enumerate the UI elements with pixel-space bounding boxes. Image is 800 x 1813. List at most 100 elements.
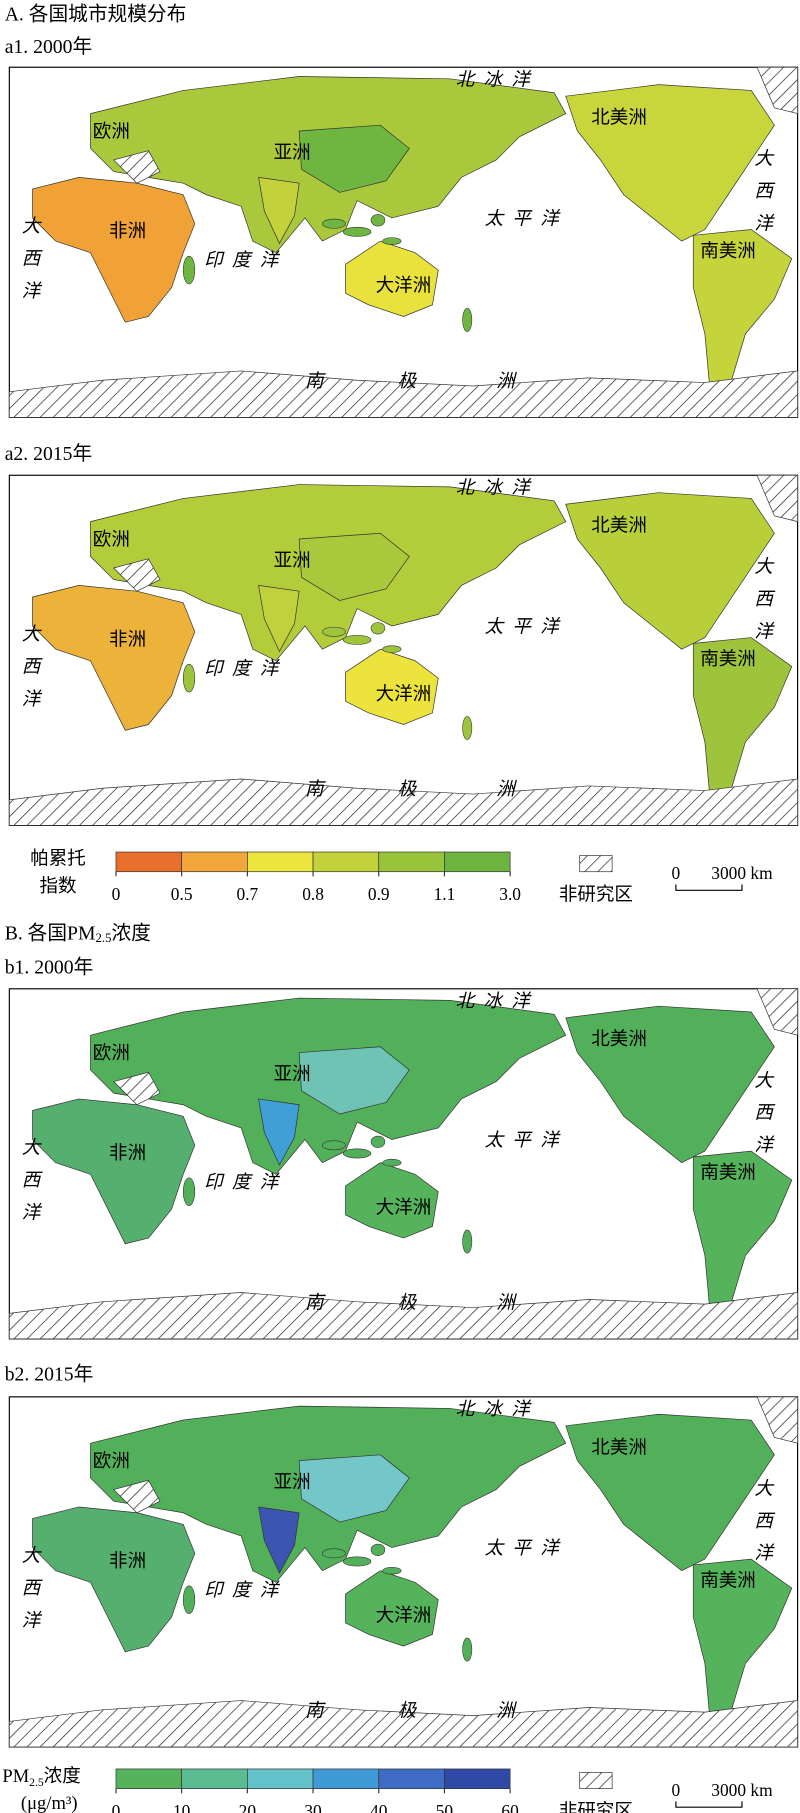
ocean-label: 印度洋 (204, 250, 287, 271)
ocean-label: 极 (398, 1700, 426, 1721)
country-region (692, 1150, 793, 1320)
non-study-area (113, 1071, 161, 1106)
ocean-label: 南 (305, 1700, 333, 1721)
country-region (692, 229, 793, 399)
continent-label: 非洲 (109, 1551, 146, 1572)
legend-swatch (312, 1768, 380, 1790)
continent-label: 北美洲 (591, 1029, 647, 1050)
continent-label: 亚洲 (274, 1472, 311, 1493)
country-region (258, 1506, 300, 1574)
antarctica (8, 778, 798, 826)
continent-label: 亚洲 (274, 142, 311, 163)
island (382, 1158, 402, 1167)
ocean-label: 北冰洋 (456, 477, 539, 498)
legend-unit: (μg/m³) (21, 1793, 78, 1813)
continent-label: 欧洲 (93, 1043, 130, 1064)
continent-label: 大洋洲 (376, 684, 432, 705)
ocean-label: 印度洋 (204, 658, 287, 679)
island (462, 1229, 473, 1254)
legend-title-part: PM (2, 1766, 29, 1787)
ocean-label: 太平洋 (485, 1538, 568, 1559)
island (322, 626, 346, 637)
island (182, 663, 196, 693)
scale-label: 3000 km (711, 1781, 773, 1800)
country-region (565, 1413, 775, 1572)
antarctica (8, 1292, 798, 1340)
continent-label: 北美洲 (591, 108, 647, 129)
continent-label: 北美洲 (591, 516, 647, 537)
legend-tick-label: 0.7 (237, 885, 259, 904)
ocean-label: 洲 (496, 1292, 524, 1313)
island (462, 308, 473, 332)
section-title: B. 各国PM2.5浓度 (5, 922, 151, 945)
panel-label: b1. 2000年 (5, 957, 94, 979)
legend-title: PM2.5浓度 (2, 1766, 80, 1788)
non-study-area (113, 150, 161, 184)
scale-label: 3000 km (711, 864, 773, 883)
ocean-label: 极 (398, 371, 426, 392)
country-region (298, 124, 410, 193)
legend-swatch (115, 1768, 183, 1790)
legend-title-part: 浓度 (44, 1766, 81, 1787)
non-study-area (113, 1479, 161, 1514)
legend-swatch (181, 851, 248, 873)
country-region (32, 1098, 196, 1245)
ocean-label: 大西洋 (751, 148, 772, 245)
ocean-label: 印度洋 (204, 1172, 287, 1193)
legend-swatch (378, 1768, 445, 1790)
continent-label: 南美洲 (700, 241, 756, 262)
legend-tick-label: 0.8 (302, 885, 324, 904)
legend-swatch (312, 851, 380, 873)
island (342, 634, 372, 645)
continent-label: 大洋洲 (376, 1605, 432, 1626)
country-region (32, 585, 196, 731)
legend-swatch (444, 851, 511, 873)
ocean-label: 洲 (496, 371, 524, 392)
legend-swatch (181, 1768, 248, 1790)
island (370, 622, 386, 635)
map: 北冰洋欧洲亚洲北美洲非洲南美洲大洋洲印度洋太平洋 大西洋大西洋南极洲 (8, 66, 799, 418)
non-study-area (756, 66, 798, 115)
legend-swatch (247, 851, 314, 873)
panel-label: b2. 2015年 (5, 1363, 94, 1385)
continent-label: 亚洲 (274, 1064, 311, 1085)
island (182, 255, 196, 285)
continent-label: 大洋洲 (376, 276, 432, 297)
ocean-label: 南 (305, 779, 333, 800)
island (322, 218, 346, 229)
panel-label: a1. 2000年 (5, 36, 93, 58)
country-region (692, 637, 793, 807)
country-region (298, 1046, 410, 1115)
country-region (345, 240, 439, 317)
legend-tick-label: 40 (370, 1802, 388, 1813)
non-study-swatch (579, 1772, 613, 1790)
ocean-label: 太平洋 (485, 208, 568, 229)
country-region (258, 584, 300, 653)
legend-tick-label: 1.1 (434, 885, 456, 904)
country-region (565, 84, 775, 242)
country-region (345, 648, 439, 725)
island (370, 1135, 386, 1148)
island (322, 1548, 346, 1559)
legend-tick-label: 30 (304, 1802, 322, 1813)
country-region (692, 1558, 793, 1728)
ocean-label: 大西洋 (751, 1070, 772, 1167)
legend-tick-label: 0 (112, 1802, 121, 1813)
map: 北冰洋欧洲亚洲北美洲非洲南美洲大洋洲印度洋太平洋 大西洋大西洋南极洲 (8, 988, 799, 1340)
continent-label: 欧洲 (93, 1451, 130, 1472)
non-study-area (756, 1396, 798, 1444)
legend-tick-label: 3.0 (499, 885, 521, 904)
island (370, 214, 386, 227)
map: 北冰洋欧洲亚洲北美洲非洲南美洲大洋洲印度洋太平洋 大西洋大西洋南极洲 (8, 1396, 799, 1748)
legend-tick-label: 0 (112, 885, 121, 904)
legend-tick-label: 0.5 (171, 885, 193, 904)
island (462, 716, 473, 740)
legend-tick-label: 60 (501, 1802, 519, 1813)
continent-label: 欧洲 (93, 122, 130, 143)
country-region (345, 1162, 439, 1239)
scale-bar (675, 884, 743, 891)
map: 北冰洋欧洲亚洲北美洲非洲南美洲大洋洲印度洋太平洋 大西洋大西洋南极洲 (8, 474, 799, 826)
continent-label: 大洋洲 (376, 1197, 432, 1218)
ocean-label: 南 (305, 371, 333, 392)
